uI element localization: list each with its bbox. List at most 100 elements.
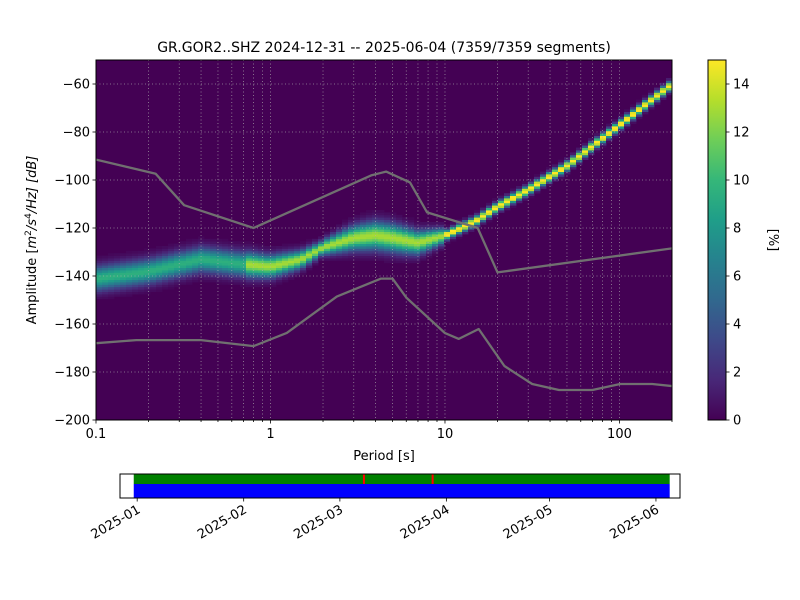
density-cell (402, 231, 409, 235)
density-cell (126, 262, 133, 266)
density-cell (378, 224, 385, 228)
density-cell (480, 217, 487, 220)
density-cell (144, 258, 151, 261)
density-cell (156, 282, 163, 285)
density-cell (402, 250, 409, 254)
density-cell (132, 284, 139, 288)
density-cell (330, 248, 337, 252)
density-cell (312, 241, 319, 244)
density-cell (324, 243, 331, 247)
density-cell (186, 267, 193, 271)
density-cell (540, 174, 547, 177)
density-cell (318, 253, 325, 256)
density-cell (630, 121, 637, 124)
density-cell (486, 210, 493, 213)
density-cell (480, 212, 487, 216)
density-cell (594, 145, 601, 148)
density-cell (264, 250, 271, 254)
density-cell (600, 130, 607, 134)
density-cell (384, 234, 391, 237)
density-cell (522, 183, 529, 187)
density-cell (222, 253, 229, 256)
density-cell (396, 224, 403, 228)
density-cell (300, 243, 307, 247)
density-cell (324, 231, 331, 235)
density-cell (102, 272, 109, 276)
density-cell (234, 279, 241, 283)
density-cell (228, 246, 235, 249)
density-cell (432, 241, 439, 244)
density-cell (390, 241, 397, 244)
density-cell (210, 241, 217, 244)
density-cell (324, 236, 331, 240)
density-cell (600, 145, 607, 148)
density-cell (288, 267, 295, 271)
density-cell (372, 222, 379, 225)
density-cell (396, 222, 403, 225)
density-cell (552, 169, 559, 172)
density-cell (480, 210, 487, 213)
density-cell (216, 250, 223, 254)
density-cell (138, 253, 145, 256)
density-cell (96, 265, 103, 268)
density-cell (162, 282, 169, 285)
density-cell (144, 291, 151, 295)
density-cell (648, 104, 655, 108)
density-cell (348, 219, 355, 223)
density-cell (402, 226, 409, 230)
density-cell (522, 198, 529, 201)
density-cell (210, 270, 217, 273)
density-cell (306, 255, 313, 259)
density-cell (114, 294, 121, 297)
density-cell (342, 222, 349, 225)
density-cell (534, 176, 541, 180)
density-cell (216, 279, 223, 283)
density-cell (174, 255, 181, 259)
density-cell (114, 291, 121, 295)
density-cell (306, 248, 313, 252)
density-cell (228, 262, 235, 266)
density-cell (168, 282, 175, 285)
density-cell (360, 238, 367, 242)
density-cell (318, 248, 325, 252)
density-cell (186, 262, 193, 266)
colorbar-tick-label: 4 (733, 318, 741, 333)
density-cell (168, 267, 175, 271)
density-cell (324, 253, 331, 256)
density-cell (612, 128, 619, 132)
density-cell (378, 238, 385, 242)
density-cell (330, 255, 337, 259)
density-cell (102, 262, 109, 266)
density-cell (294, 248, 301, 252)
density-cell (276, 277, 283, 280)
density-cell (396, 241, 403, 244)
density-cell (528, 178, 535, 182)
density-cell (204, 270, 211, 273)
density-cell (528, 195, 535, 199)
density-cell (384, 224, 391, 228)
density-cell (252, 243, 259, 247)
density-cell (606, 135, 613, 139)
density-cell (108, 296, 115, 300)
density-cell (108, 258, 115, 261)
colorbar-label: [%] (765, 229, 780, 252)
density-cell (144, 277, 151, 280)
density-cell (330, 250, 337, 254)
timeline-tick-label: 2025-05 (501, 502, 556, 542)
density-cell (276, 246, 283, 249)
density-cell (240, 243, 247, 247)
density-cell (642, 104, 649, 108)
density-cell (132, 291, 139, 295)
density-cell (174, 265, 181, 268)
density-cell (552, 166, 559, 170)
density-cell (570, 164, 577, 168)
density-cell (342, 231, 349, 235)
density-cell (180, 255, 187, 259)
density-cell (492, 202, 499, 206)
density-cell (144, 250, 151, 254)
density-cell (168, 272, 175, 276)
density-cell (210, 243, 217, 247)
density-cell (420, 243, 427, 247)
density-cell (432, 236, 439, 240)
density-cell (378, 253, 385, 256)
